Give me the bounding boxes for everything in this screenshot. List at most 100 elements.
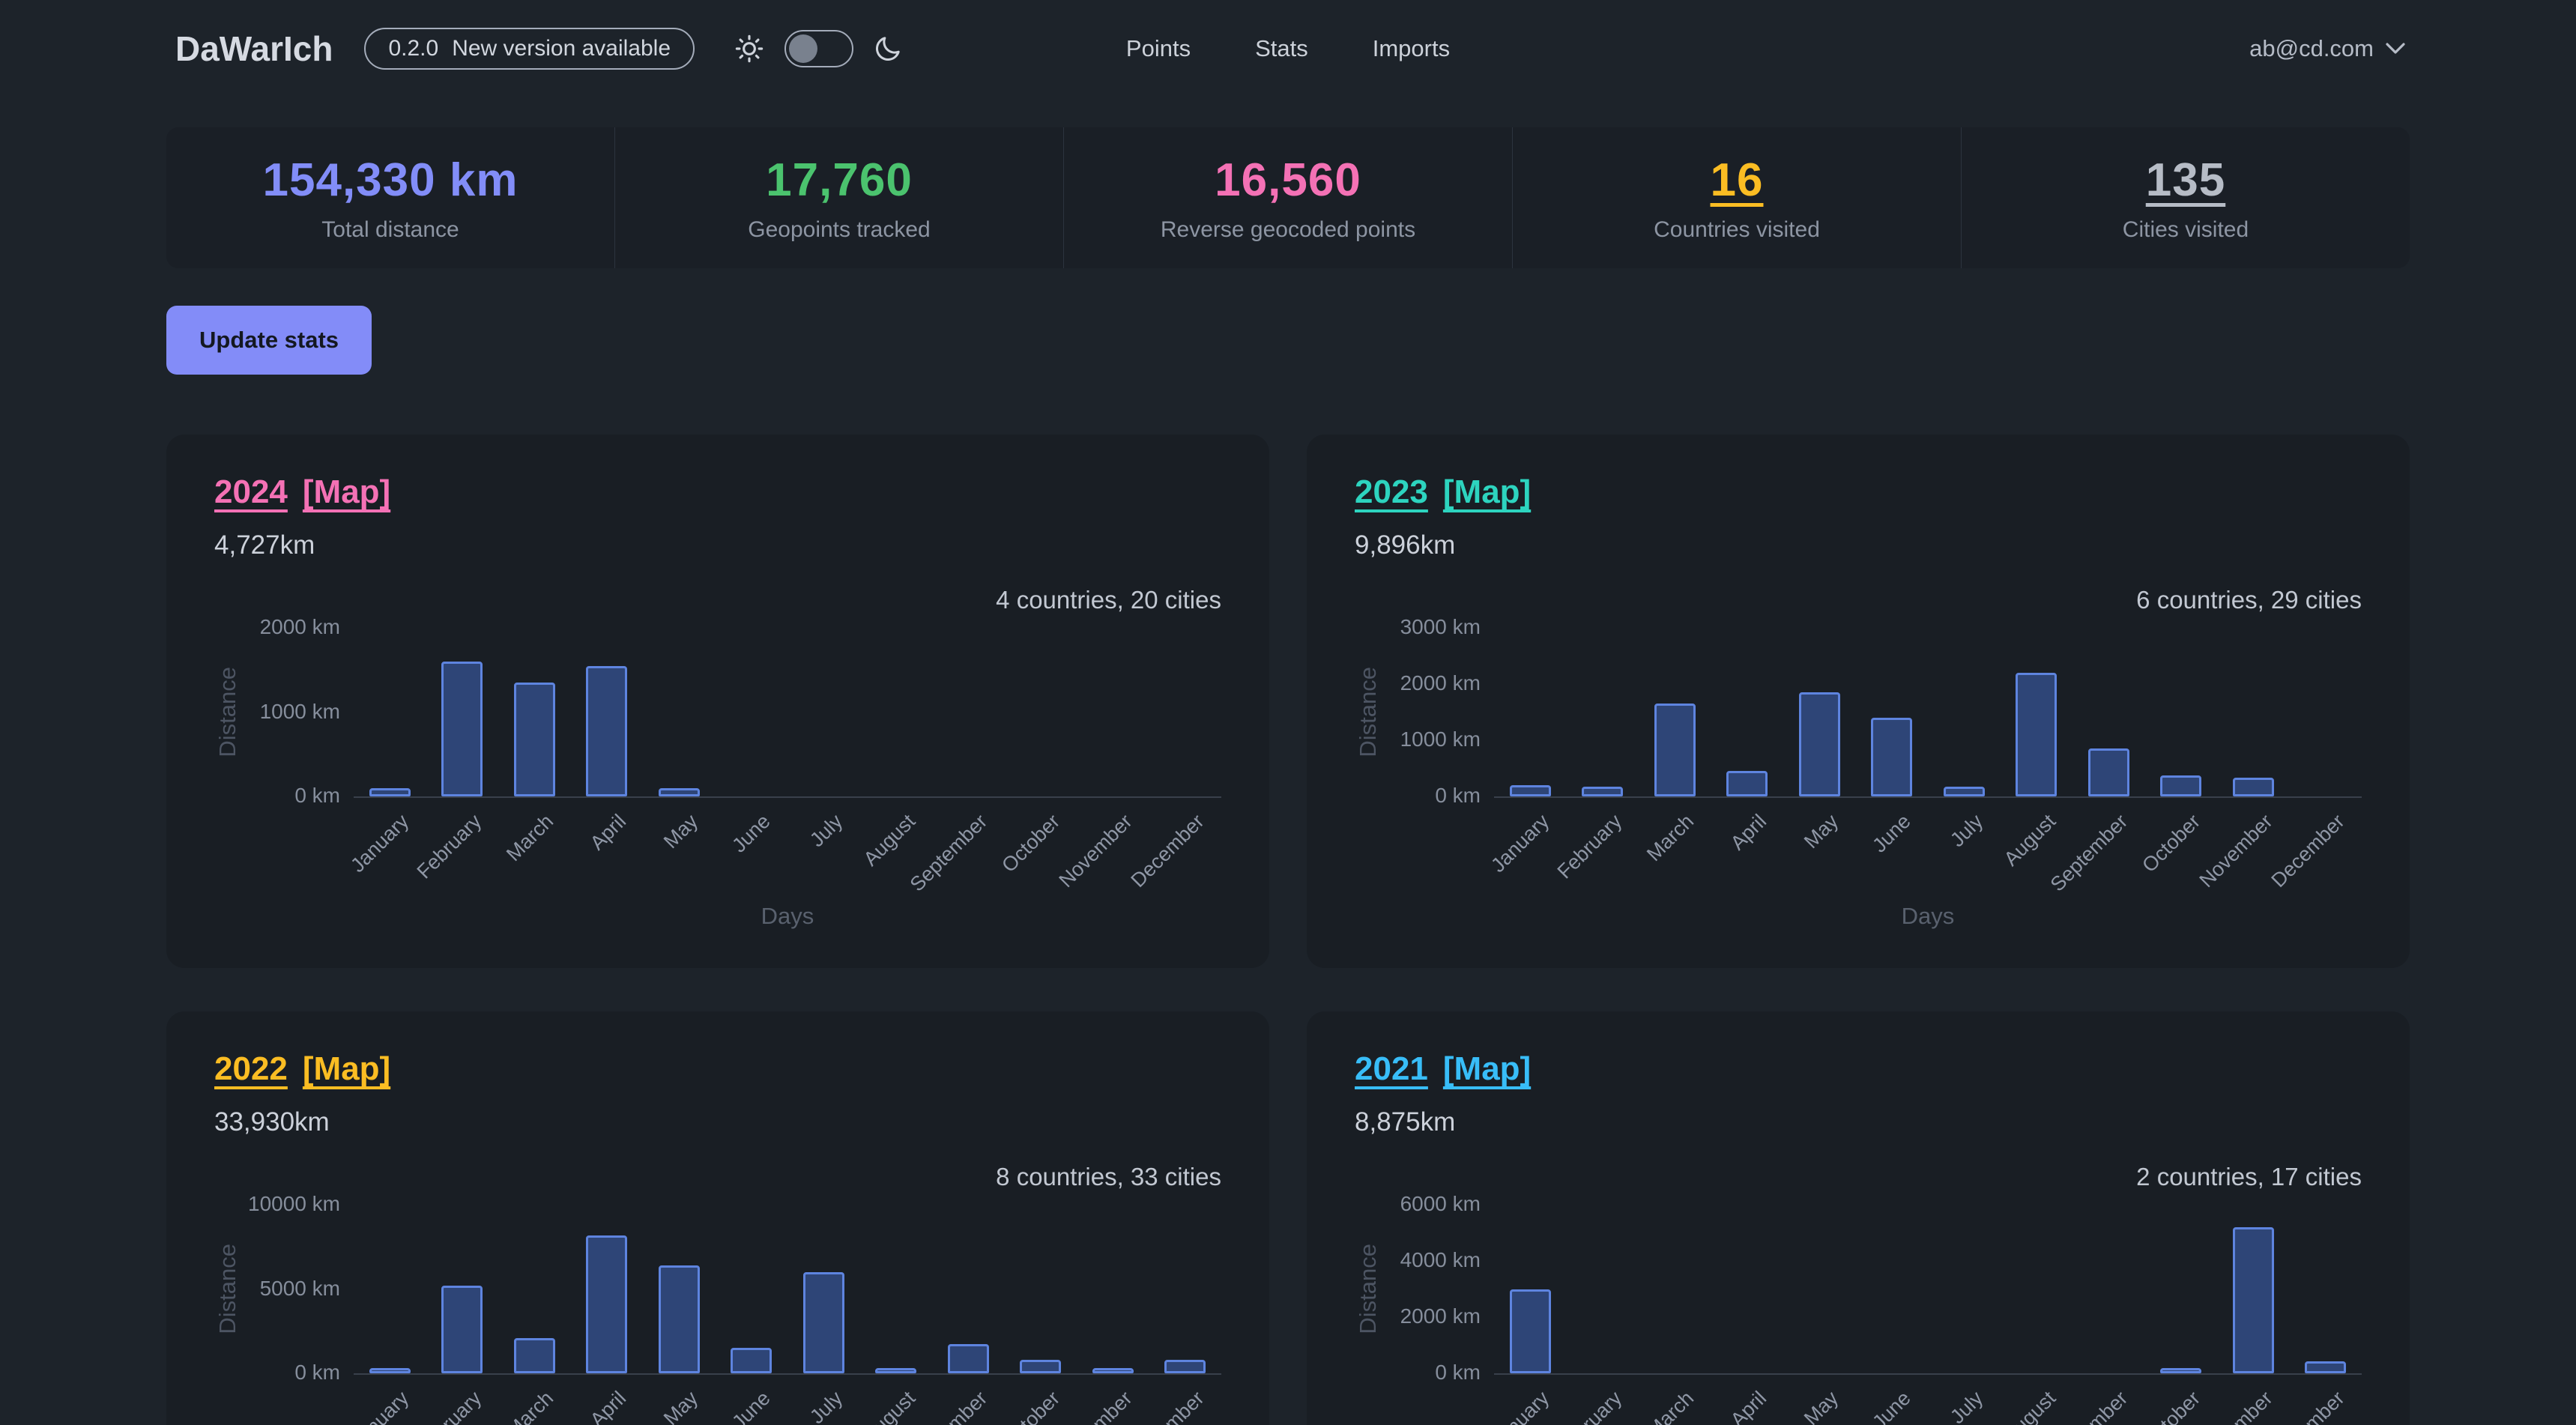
update-stats-button[interactable]: Update stats — [166, 306, 372, 375]
bar-january[interactable] — [1509, 1289, 1551, 1373]
x-axis-title: Days — [1901, 903, 1955, 929]
y-axis-tick: 0 km — [1435, 1361, 1481, 1384]
stat-total-distance-label: Total distance — [321, 217, 459, 242]
distance-bar-chart-2023: Distance 0 km 1000 km 2000 km 3000 km January… — [1355, 615, 2362, 935]
stat-total-distance: 154,330 km Total distance — [166, 127, 614, 268]
bar-january[interactable] — [369, 1368, 411, 1373]
bar-january[interactable] — [1509, 785, 1551, 796]
bar-march[interactable] — [513, 1337, 555, 1373]
year-summary: 4 countries, 20 cities — [996, 586, 1221, 614]
bar-november[interactable] — [2232, 1227, 2274, 1373]
year-link-2024[interactable]: 2024 — [214, 474, 288, 510]
year-card-title: 2022 [Map] — [214, 1050, 1221, 1088]
distance-bar-chart-2024: Distance 0 km 1000 km 2000 km January Februar… — [214, 615, 1221, 935]
year-card-2023: 2023 [Map] 9,896km 6 countries, 29 citie… — [1307, 435, 2410, 968]
bar-may[interactable] — [1798, 692, 1840, 796]
bar-february[interactable] — [441, 662, 483, 796]
map-link-2024[interactable]: [Map] — [302, 474, 391, 510]
bar-march[interactable] — [1654, 704, 1696, 796]
bar-september[interactable] — [2087, 748, 2129, 796]
bar-december[interactable] — [2305, 1361, 2347, 1373]
bar-september[interactable] — [947, 1343, 989, 1373]
theme-toggle[interactable] — [784, 30, 854, 67]
distance-bar-chart-2021: Distance 0 km 2000 km 4000 km 6000 km January… — [1355, 1192, 2362, 1425]
bar-february[interactable] — [1582, 787, 1624, 796]
year-summary: 6 countries, 29 cities — [2136, 586, 2362, 614]
x-axis-line — [1494, 796, 2362, 798]
stat-cities-visited-label: Cities visited — [2122, 217, 2249, 242]
y-axis-title: Distance — [214, 667, 241, 757]
y-axis-tick: 2000 km — [259, 615, 340, 638]
y-axis-tick: 4000 km — [1400, 1248, 1481, 1271]
user-menu[interactable]: ab@cd.com — [2249, 35, 2405, 62]
moon-icon — [876, 37, 900, 61]
map-link-2022[interactable]: [Map] — [302, 1050, 391, 1087]
bar-november[interactable] — [1092, 1368, 1134, 1373]
bar-august[interactable] — [875, 1368, 917, 1373]
nav-stats[interactable]: Stats — [1255, 35, 1308, 61]
year-link-2022[interactable]: 2022 — [214, 1050, 288, 1087]
year-summary: 2 countries, 17 cities — [2136, 1163, 2362, 1190]
y-axis-tick: 10000 km — [248, 1192, 340, 1215]
bar-may[interactable] — [658, 787, 700, 796]
x-axis-line — [354, 1373, 1221, 1375]
header-left: DaWarIch 0.2.0 New version available — [175, 28, 903, 70]
bar-june[interactable] — [731, 1348, 773, 1373]
bar-october[interactable] — [1020, 1360, 1062, 1373]
stat-geopoints: 17,760 Geopoints tracked — [614, 127, 1063, 268]
bar-october[interactable] — [2160, 775, 2202, 796]
y-axis-tick: 0 km — [1435, 784, 1481, 807]
distance-bar-chart-2022: Distance 0 km 5000 km 10000 km January Februa… — [214, 1192, 1221, 1425]
year-distance: 4,727km — [214, 530, 315, 560]
y-axis-tick: 0 km — [294, 1361, 340, 1384]
bar-july[interactable] — [1943, 787, 1985, 796]
year-card-title: 2023 [Map] — [1355, 474, 2362, 511]
year-distance: 33,930km — [214, 1107, 330, 1137]
bar-october[interactable] — [2160, 1368, 2202, 1373]
stat-reverse-geocoded: 16,560 Reverse geocoded points — [1063, 127, 1512, 268]
bar-may[interactable] — [658, 1265, 700, 1373]
y-axis-tick: 0 km — [294, 784, 340, 807]
stat-countries-visited-label: Countries visited — [1654, 217, 1820, 242]
version-badge[interactable]: 0.2.0 New version available — [364, 28, 695, 70]
y-axis-tick: 5000 km — [259, 1276, 340, 1300]
app-header: DaWarIch 0.2.0 New version available — [0, 0, 2576, 97]
year-summary: 8 countries, 33 cities — [996, 1163, 1221, 1190]
y-axis-tick: 3000 km — [1400, 615, 1481, 638]
year-link-2021[interactable]: 2021 — [1355, 1050, 1428, 1087]
bar-april[interactable] — [1726, 771, 1768, 796]
stat-total-distance-value: 154,330 km — [262, 154, 518, 206]
x-axis-title: Days — [761, 903, 814, 929]
nav-imports[interactable]: Imports — [1372, 35, 1451, 61]
map-link-2021[interactable]: [Map] — [1442, 1050, 1532, 1087]
bar-june[interactable] — [1871, 718, 1913, 796]
stat-cities-visited-value[interactable]: 135 — [2145, 154, 2226, 206]
stat-geopoints-value: 17,760 — [766, 154, 913, 206]
y-axis-title: Distance — [1355, 1244, 1381, 1334]
bar-april[interactable] — [586, 1235, 628, 1373]
bar-august[interactable] — [2016, 673, 2058, 796]
bar-november[interactable] — [2232, 778, 2274, 796]
stat-countries-visited-value[interactable]: 16 — [1710, 154, 1764, 206]
map-link-2023[interactable]: [Map] — [1442, 474, 1532, 510]
bar-january[interactable] — [369, 787, 411, 796]
bar-february[interactable] — [441, 1286, 483, 1373]
main-nav: Points Stats Imports — [1126, 35, 1450, 62]
bar-july[interactable] — [802, 1272, 844, 1373]
x-axis-line — [1494, 1373, 2362, 1375]
y-axis-tick: 2000 km — [1400, 671, 1481, 695]
year-card-title: 2024 [Map] — [214, 474, 1221, 511]
theme-toggle-group — [734, 30, 903, 67]
version-number: 0.2.0 — [388, 36, 439, 61]
bar-april[interactable] — [586, 665, 628, 796]
y-axis-tick: 6000 km — [1400, 1192, 1481, 1215]
bar-december[interactable] — [1164, 1360, 1206, 1373]
bar-march[interactable] — [513, 683, 555, 796]
year-link-2023[interactable]: 2023 — [1355, 474, 1428, 510]
stat-countries-visited: 16 Countries visited — [1512, 127, 1961, 268]
nav-points[interactable]: Points — [1125, 35, 1191, 61]
version-message: New version available — [452, 36, 671, 61]
x-axis-line — [354, 796, 1221, 798]
app-logo[interactable]: DaWarIch — [175, 29, 333, 68]
